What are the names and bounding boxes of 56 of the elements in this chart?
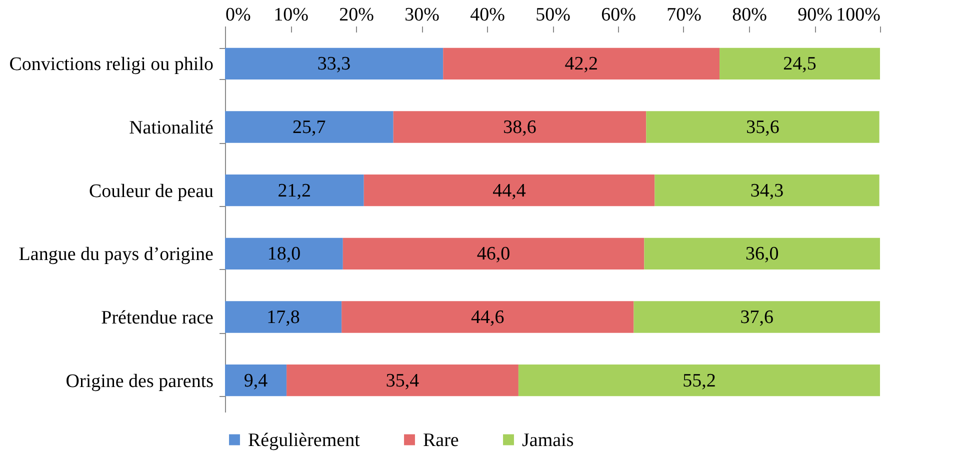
bar bbox=[225, 48, 444, 80]
y-tick-label: Origine des parents bbox=[66, 370, 214, 392]
data-label: 35,6 bbox=[746, 117, 780, 138]
y-tick-label: Convictions religi ou philo bbox=[9, 54, 214, 76]
bar bbox=[225, 301, 342, 333]
bar bbox=[225, 238, 343, 270]
bar bbox=[225, 364, 287, 396]
legend-label: Régulièrement bbox=[248, 430, 361, 451]
y-tick-label: Langue du pays d’origine bbox=[18, 244, 214, 266]
bar bbox=[646, 111, 880, 143]
y-tick-label: Nationalité bbox=[129, 118, 214, 138]
bar bbox=[393, 111, 646, 143]
data-label: 33,3 bbox=[317, 54, 351, 75]
x-tick-label: 50% bbox=[536, 4, 571, 26]
data-label: 42,2 bbox=[564, 54, 598, 75]
bar bbox=[634, 301, 880, 333]
bar bbox=[644, 238, 880, 270]
data-label: 35,4 bbox=[386, 370, 420, 392]
bar bbox=[225, 111, 394, 143]
bar bbox=[518, 364, 880, 396]
x-tick-label: 60% bbox=[601, 4, 636, 26]
bar bbox=[720, 48, 880, 80]
y-tick-label: Prétendue race bbox=[101, 308, 214, 328]
data-label: 55,2 bbox=[682, 370, 716, 392]
data-label: 9,4 bbox=[244, 370, 268, 392]
data-label: 38,6 bbox=[503, 117, 536, 138]
bar bbox=[654, 174, 880, 206]
x-tick-label: 20% bbox=[339, 4, 374, 26]
data-label: 25,7 bbox=[292, 117, 326, 138]
bar bbox=[443, 48, 720, 80]
legend-label: Rare bbox=[423, 430, 459, 451]
data-label: 44,6 bbox=[471, 307, 504, 328]
bar bbox=[342, 301, 634, 333]
data-label: 37,6 bbox=[740, 307, 774, 328]
y-tick-label: Couleur de peau bbox=[88, 180, 214, 202]
data-label: 34,3 bbox=[750, 180, 784, 202]
x-tick-label: 90% bbox=[798, 4, 833, 26]
bar bbox=[286, 364, 518, 396]
data-label: 24,5 bbox=[783, 54, 816, 75]
legend-label: Jamais bbox=[522, 430, 574, 451]
x-tick-label: 0% bbox=[226, 4, 251, 26]
x-tick-label: 70% bbox=[666, 4, 702, 26]
bar bbox=[225, 174, 364, 206]
data-label: 36,0 bbox=[745, 244, 779, 265]
x-tick-label: 80% bbox=[732, 4, 768, 26]
bar bbox=[342, 238, 644, 270]
data-label: 44,4 bbox=[492, 180, 526, 202]
bar bbox=[364, 174, 655, 206]
data-label: 46,0 bbox=[476, 244, 510, 265]
x-tick-label: 30% bbox=[404, 4, 440, 26]
x-tick-label: 40% bbox=[470, 4, 506, 26]
data-label: 18,0 bbox=[267, 244, 301, 265]
data-label: 17,8 bbox=[266, 307, 300, 328]
x-tick-label: 100% bbox=[836, 4, 881, 26]
x-tick-label: 10% bbox=[274, 4, 309, 26]
data-label: 21,2 bbox=[278, 180, 312, 202]
